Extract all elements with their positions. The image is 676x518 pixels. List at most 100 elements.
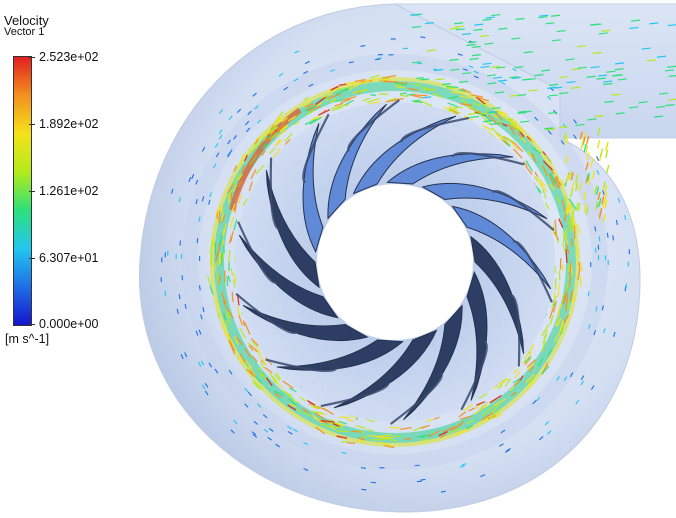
velocity-vector [545,22,555,25]
velocity-vector [292,428,298,433]
velocity-vector [449,58,459,61]
velocity-vector [184,303,187,310]
velocity-vector [527,377,535,386]
tick-mark [29,124,35,125]
velocity-vector [498,378,509,387]
velocity-vector [510,391,517,397]
blade-edge [491,190,555,232]
blade-edge [235,292,299,334]
velocity-vector [384,444,395,449]
velocity-vector [514,125,525,133]
velocity-vector [497,110,505,118]
velocity-vector [611,93,621,96]
velocity-vector [335,420,344,427]
velocity-vector [280,117,288,123]
velocity-vector [496,66,506,69]
velocity-vector [509,127,516,135]
velocity-vector [232,173,240,186]
velocity-vector [330,85,339,91]
velocity-vector [251,431,257,436]
velocity-vector [559,319,564,332]
velocity-vector [458,80,468,83]
velocity-vector [360,467,366,469]
velocity-vector [270,131,279,140]
velocity-vector [209,240,214,254]
velocity-vector [420,478,426,481]
velocity-vector [224,320,228,330]
velocity-vector [309,116,322,125]
velocity-vector [336,435,348,439]
velocity-vector [491,13,501,17]
velocity-vector [218,134,223,140]
velocity-vector [591,170,596,179]
velocity-vector [227,311,231,319]
velocity-vector [494,111,503,121]
velocity-vector [228,369,233,375]
velocity-vector [459,95,471,100]
velocity-vector [432,92,444,99]
velocity-vector [410,13,420,16]
velocity-vector [498,110,508,115]
velocity-vector [487,74,497,77]
velocity-vector [587,291,590,297]
velocity-vector [554,333,560,343]
velocity-vector [433,416,440,420]
velocity-vector [272,148,281,159]
velocity-vector [422,96,432,99]
velocity-vector [494,91,505,94]
velocity-vector [458,421,465,426]
velocity-vector [575,174,579,184]
velocity-vector [572,119,577,124]
velocity-vector [511,76,521,79]
velocity-vector [251,339,258,348]
velocity-vector [287,431,293,435]
velocity-vector [501,136,511,146]
velocity-vector [575,202,579,211]
velocity-vector [473,70,479,74]
velocity-vector [237,180,243,188]
velocity-vector [513,368,519,374]
velocity-vector [577,45,587,48]
velocity-vector [604,199,608,209]
velocity-vector [479,112,489,115]
velocity-vector [598,198,602,207]
velocity-vector [304,105,317,112]
velocity-vector [552,300,558,313]
velocity-vector [221,205,223,213]
velocity-vector [510,123,522,133]
velocity-vector [525,373,535,383]
velocity-vector [579,275,582,287]
velocity-vector [526,359,536,368]
velocity-vector [594,115,604,118]
velocity-vector [307,105,321,112]
velocity-vector [198,361,202,367]
velocity-vector [246,127,251,133]
velocity-vector [479,34,489,38]
velocity-vector [587,118,597,121]
velocity-vector [367,428,374,432]
flow-ring-band [210,77,580,447]
velocity-vector [565,204,569,214]
velocity-vector [220,212,225,221]
velocity-vector [603,328,606,334]
velocity-vector [448,105,458,111]
velocity-vector [255,164,265,175]
velocity-vector [228,194,231,204]
velocity-vector [569,203,575,210]
velocity-vector [202,306,205,313]
impeller-blade [451,205,552,290]
velocity-vector [262,129,272,142]
velocity-vector [304,118,317,126]
velocity-vector [233,135,237,140]
velocity-vector [201,146,206,152]
velocity-vector [291,399,300,404]
velocity-vector [220,253,223,266]
velocity-vector [399,94,409,98]
velocity-vector [249,369,256,378]
velocity-vector [595,306,598,312]
velocity-vector [237,173,243,181]
velocity-vector [252,355,258,363]
velocity-vector [450,68,460,71]
velocity-vector [411,61,422,64]
velocity-vector [184,352,188,358]
